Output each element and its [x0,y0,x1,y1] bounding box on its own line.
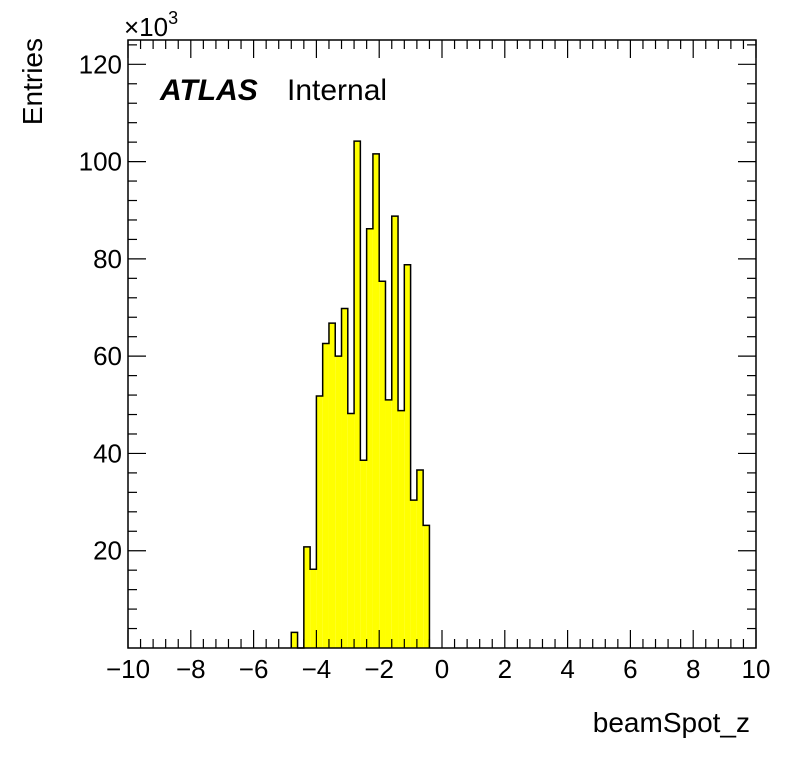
x-tick-label: −6 [239,654,269,684]
histogram-bar-9 [347,413,355,648]
x-tick-label: 6 [623,654,637,684]
x-tick-label: −4 [302,654,332,684]
y-tick-label: 120 [79,49,122,79]
x-tick-label: 0 [435,654,449,684]
y-tick-label: 20 [93,536,122,566]
plot-frame [127,39,757,649]
histogram-bar-2 [303,546,311,648]
histogram-outline-layer [290,140,431,649]
x-axis-title: beamSpot_z [593,707,750,738]
y-axis-multiplier-power: 3 [168,8,178,28]
y-axis-multiplier-base: ×10 [124,12,168,42]
histogram-bar-8 [341,308,348,648]
histogram-bar-5 [322,343,329,648]
histogram-bar-18 [404,264,411,648]
y-tick-labels: 20 40 60 80 100 120 [79,49,122,565]
histogram-bar-7 [335,356,342,648]
histogram-bar-21 [423,525,430,648]
x-tick-labels: −10 −8 −6 −4 −2 0 2 4 6 8 10 [106,654,771,684]
histogram-bar-10 [354,141,361,648]
x-tick-label: −2 [364,654,394,684]
histogram-bar-4 [316,396,323,648]
histogram-bar-19 [410,500,417,648]
y-tick-label: 40 [93,438,122,468]
histogram-bar-12 [366,228,373,648]
histogram-bar-11 [360,460,367,648]
histogram-outline [290,140,431,649]
y-axis-title: Entries [17,38,48,125]
histogram-bar-6 [328,323,336,648]
histogram-bar-14 [379,281,386,648]
atlas-label: ATLAS [159,74,258,107]
x-tick-label: −8 [176,654,206,684]
histogram-bar-20 [416,469,424,648]
x-tick-label: 4 [560,654,574,684]
histogram-bars [291,141,430,649]
histogram-bar-15 [385,399,392,648]
histogram-bar-3 [310,569,317,648]
histogram-bar-13 [372,153,380,648]
x-tick-label: 8 [686,654,700,684]
histogram-bar-17 [398,410,405,648]
y-axis-multiplier: ×103 [124,8,178,42]
internal-label: Internal [287,74,387,107]
x-tick-label: 10 [742,654,771,684]
y-tick-label: 100 [79,147,122,177]
y-tick-label: 80 [93,244,122,274]
y-tick-label: 60 [93,341,122,371]
x-tick-label: −10 [106,654,150,684]
histogram-bar-0 [291,632,298,648]
histogram-bar-16 [391,216,399,649]
x-tick-label: 2 [498,654,512,684]
